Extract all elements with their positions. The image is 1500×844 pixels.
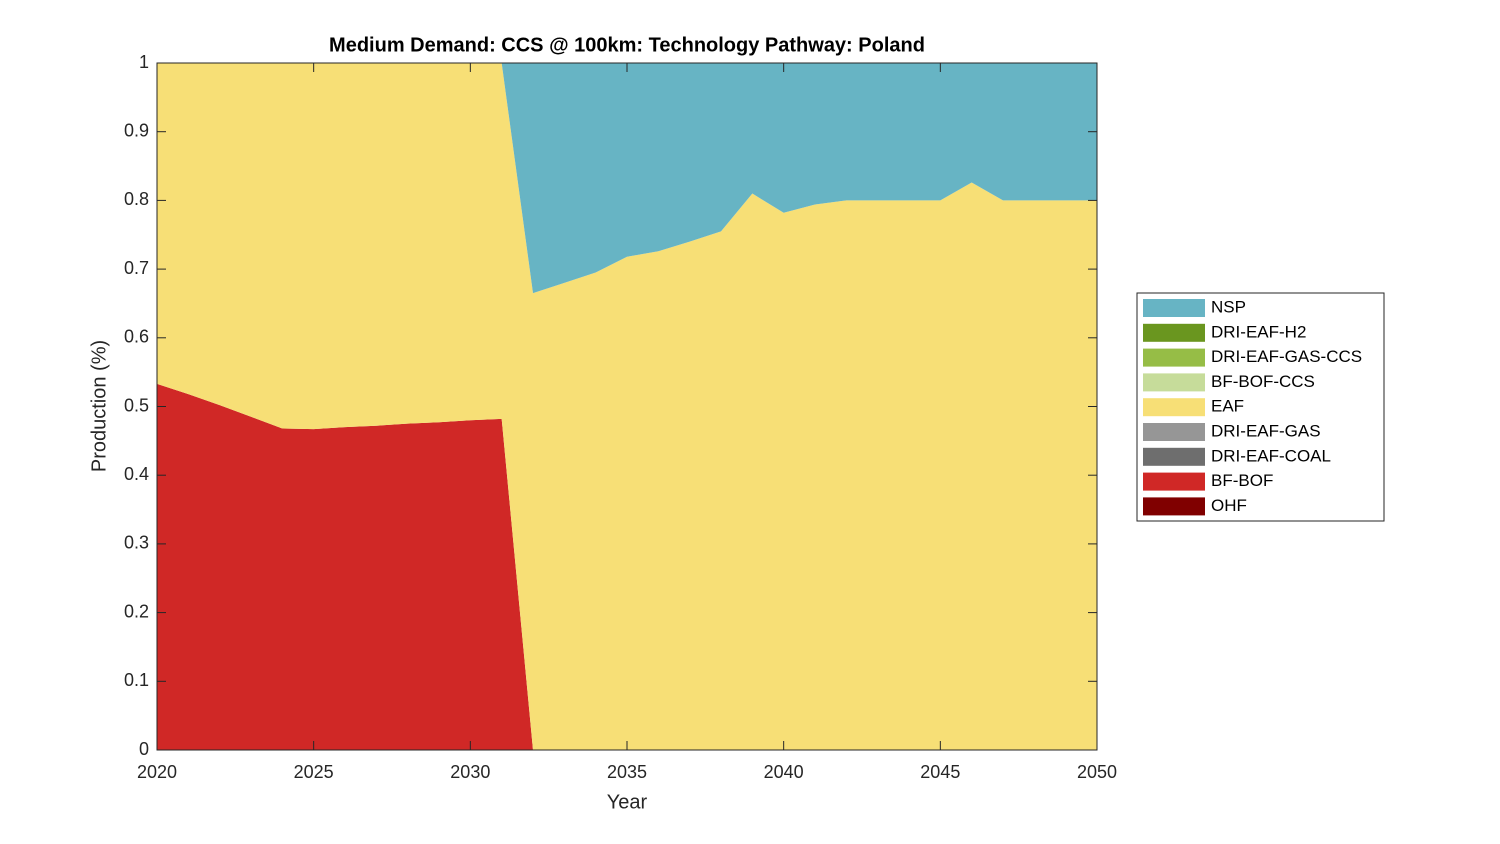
legend-swatch [1143,398,1205,417]
area [157,63,1097,750]
x-tick-label: 2050 [1077,762,1117,782]
legend-swatch [1143,423,1205,441]
legend-label: OHF [1211,496,1247,515]
legend-swatch [1143,497,1205,516]
y-tick-label: 0.9 [124,120,149,140]
x-tick-label: 2035 [607,762,647,782]
x-tick-label: 2040 [764,762,804,782]
legend-label: BF-BOF-CCS [1211,372,1315,391]
legend-swatch [1143,348,1205,367]
x-axis-label: Year [607,791,648,813]
x-tick-label: 2025 [294,762,334,782]
x-tick-label: 2020 [137,762,177,782]
x-tick-label: 2045 [920,762,960,782]
y-axis-label: Production (%) [88,340,110,472]
x-tick-label: 2030 [450,762,490,782]
y-tick-label: 0.7 [124,258,149,278]
chart-title: Medium Demand: CCS @ 100km: Technology P… [329,34,925,56]
legend-label: EAF [1211,397,1244,416]
legend-label: DRI-EAF-GAS [1211,421,1321,440]
y-tick-label: 0.6 [124,327,149,347]
legend-label: DRI-EAF-GAS-CCS [1211,347,1362,366]
legend-swatch [1143,323,1205,342]
y-tick-label: 0.1 [124,670,149,690]
legend-label: BF-BOF [1211,471,1273,490]
legend-swatch [1143,447,1205,466]
y-tick-label: 0.2 [124,601,149,621]
area [157,383,1097,750]
y-tick-label: 0.4 [124,464,149,484]
legend-label: DRI-EAF-COAL [1211,446,1331,465]
y-tick-label: 0.5 [124,395,149,415]
y-tick-label: 1 [139,52,149,72]
legend-swatch [1143,472,1205,491]
legend-label: DRI-EAF-H2 [1211,322,1306,341]
y-tick-label: 0.8 [124,189,149,209]
legend-label: NSP [1211,297,1246,316]
y-tick-label: 0.3 [124,533,149,553]
y-tick-label: 0 [139,739,149,759]
area [157,63,1097,294]
legend-swatch [1143,373,1205,392]
legend-swatch [1143,299,1205,317]
